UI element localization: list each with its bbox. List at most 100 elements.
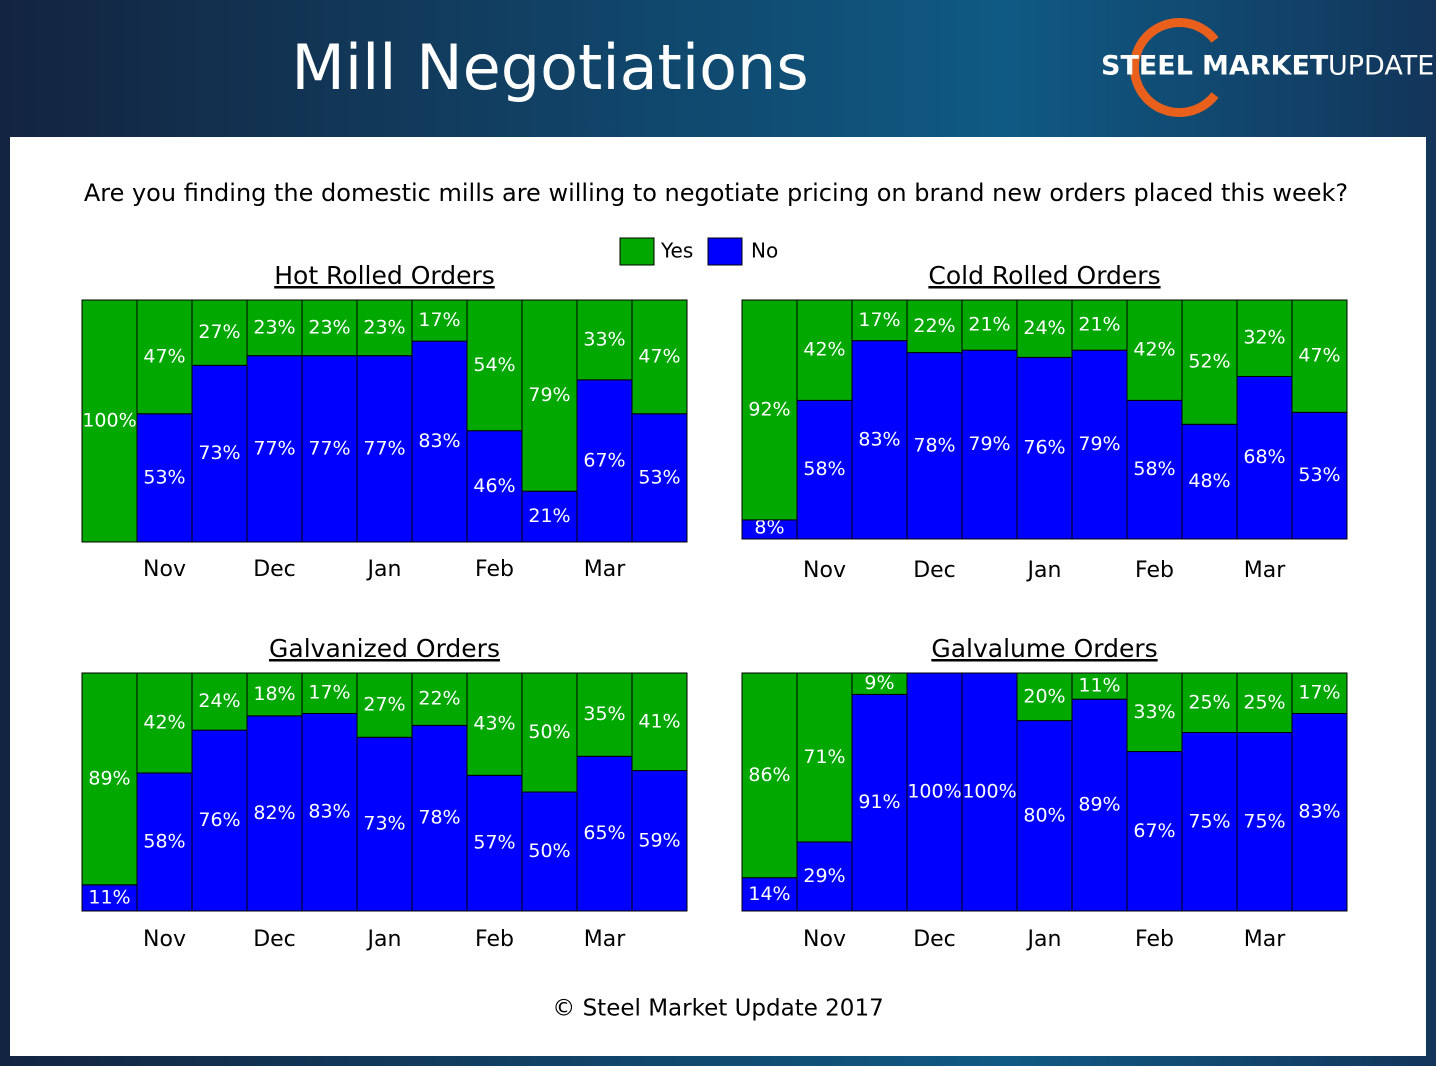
- data-label: 22%: [418, 688, 460, 710]
- bar-segment: [1236, 732, 1293, 912]
- bar-segment: [1291, 299, 1348, 413]
- bar-segment: [631, 672, 688, 772]
- data-label: 27%: [198, 321, 240, 343]
- data-label: 77%: [253, 437, 295, 459]
- bar-segment: [301, 672, 358, 714]
- bar-segment: [1236, 672, 1293, 733]
- x-tick-label: Feb: [1135, 927, 1174, 952]
- chart-title: Cold Rolled Orders: [928, 261, 1160, 290]
- data-label: 57%: [473, 832, 515, 854]
- data-label: 50%: [528, 721, 570, 743]
- bar-segment: [1181, 423, 1238, 540]
- bar-segment: [136, 772, 193, 912]
- logo-word: MARKET: [1202, 51, 1329, 82]
- x-tick-label: Mar: [584, 557, 626, 582]
- bar-segment: [411, 340, 468, 543]
- bar-segment: [576, 299, 633, 381]
- data-label: 100%: [907, 781, 961, 803]
- data-label: 79%: [1078, 433, 1120, 455]
- data-label: 17%: [308, 682, 350, 704]
- bar-segment: [1071, 349, 1128, 540]
- data-label: 17%: [1298, 682, 1340, 704]
- bar-segment: [81, 299, 138, 543]
- plot-frame: [81, 672, 688, 912]
- x-tick-label: Feb: [475, 927, 514, 952]
- data-label: 89%: [88, 767, 130, 789]
- bar-segment: [961, 349, 1018, 540]
- data-label: 33%: [1133, 701, 1175, 723]
- data-label: 47%: [143, 345, 185, 367]
- data-label: 11%: [1078, 675, 1120, 697]
- bar-segment: [246, 355, 303, 543]
- data-label: 23%: [308, 316, 350, 338]
- data-label: 22%: [913, 315, 955, 337]
- data-label: 53%: [638, 466, 680, 488]
- bar-segment: [191, 364, 248, 543]
- bar-segment: [961, 299, 1018, 351]
- x-tick-label: Dec: [253, 557, 296, 582]
- data-label: 79%: [968, 433, 1010, 455]
- data-label: 59%: [638, 829, 680, 851]
- bar-segment: [796, 841, 853, 912]
- bar-segment: [741, 672, 798, 879]
- bar-segment: [1126, 672, 1183, 753]
- bar-segment: [851, 693, 908, 912]
- bar-segment: [301, 712, 358, 912]
- chart-title: Galvanized Orders: [269, 634, 500, 663]
- data-label: 100%: [962, 781, 1016, 803]
- data-label: 41%: [638, 710, 680, 732]
- footer: © Steel Market Update 2017: [552, 996, 883, 1022]
- data-label: 43%: [473, 713, 515, 735]
- data-label: 21%: [1078, 314, 1120, 336]
- bar-segment: [576, 379, 633, 543]
- data-label: 9%: [864, 672, 894, 694]
- chart-title: Galvalume Orders: [931, 634, 1157, 663]
- x-tick-label: Dec: [913, 927, 956, 952]
- x-tick-label: Nov: [803, 558, 846, 583]
- data-label: 17%: [418, 309, 460, 331]
- x-tick-label: Mar: [1244, 558, 1286, 583]
- data-label: 42%: [143, 711, 185, 733]
- bar-segment: [411, 724, 468, 912]
- x-tick-label: Jan: [1026, 558, 1062, 583]
- bar-segment: [411, 299, 468, 342]
- x-tick-label: Nov: [803, 927, 846, 952]
- bar-segment: [136, 672, 193, 774]
- x-tick-label: Feb: [1135, 558, 1174, 583]
- bar-segment: [906, 352, 963, 540]
- bar-segment: [466, 672, 523, 776]
- bar-segment: [246, 715, 303, 912]
- data-label: 73%: [363, 813, 405, 835]
- data-label: 29%: [803, 865, 845, 887]
- bar-segment: [1016, 672, 1073, 722]
- data-label: 83%: [858, 428, 900, 450]
- data-label: 54%: [473, 354, 515, 376]
- bar-segment: [521, 672, 578, 793]
- data-label: 75%: [1243, 810, 1285, 832]
- data-label: 11%: [88, 886, 130, 908]
- data-label: 68%: [1243, 446, 1285, 468]
- x-tick-label: Jan: [366, 557, 402, 582]
- data-label: 47%: [1298, 345, 1340, 367]
- bar-segment: [1236, 375, 1293, 540]
- bar-segment: [851, 299, 908, 342]
- bar-segment: [851, 340, 908, 540]
- data-label: 8%: [754, 517, 784, 539]
- x-tick-label: Dec: [913, 558, 956, 583]
- data-label: 77%: [363, 437, 405, 459]
- data-label: 91%: [858, 791, 900, 813]
- data-label: 82%: [253, 802, 295, 824]
- data-label: 83%: [418, 430, 460, 452]
- x-tick-label: Jan: [366, 927, 402, 952]
- data-label: 35%: [583, 703, 625, 725]
- bar-segment: [191, 299, 248, 366]
- x-tick-label: Mar: [584, 927, 626, 952]
- bar-segment: [1071, 672, 1128, 700]
- data-label: 58%: [803, 458, 845, 480]
- bar-segment: [1126, 751, 1183, 912]
- data-label: 79%: [528, 384, 570, 406]
- data-label: 14%: [748, 883, 790, 905]
- data-label: 33%: [583, 328, 625, 350]
- data-label: 58%: [1133, 458, 1175, 480]
